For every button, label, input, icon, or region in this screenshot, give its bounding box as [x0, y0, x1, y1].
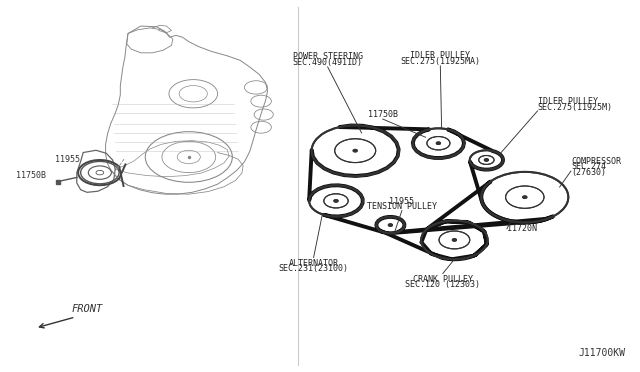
Text: 11955: 11955 — [54, 155, 80, 164]
Circle shape — [436, 142, 440, 144]
Text: POWER STEERING: POWER STEERING — [292, 52, 363, 61]
Circle shape — [452, 239, 456, 241]
Text: SEC.490(4911D): SEC.490(4911D) — [292, 58, 363, 67]
Text: 11955: 11955 — [389, 198, 415, 206]
Text: CRANK PULLEY: CRANK PULLEY — [413, 275, 473, 283]
Text: IDLER PULLEY: IDLER PULLEY — [538, 97, 598, 106]
Text: SEC.275(11925MA): SEC.275(11925MA) — [401, 57, 480, 66]
Circle shape — [523, 196, 527, 198]
Circle shape — [484, 159, 488, 161]
Circle shape — [452, 239, 456, 241]
Text: SEC.120 (12303): SEC.120 (12303) — [405, 280, 481, 289]
Text: SEC.231(23100): SEC.231(23100) — [278, 264, 349, 273]
Text: (27630): (27630) — [571, 168, 606, 177]
Text: SEC.275(11925M): SEC.275(11925M) — [538, 103, 612, 112]
Text: FRONT: FRONT — [72, 304, 103, 314]
Circle shape — [334, 200, 338, 202]
Circle shape — [388, 224, 392, 226]
Circle shape — [353, 150, 357, 152]
Text: COMPRESSOR: COMPRESSOR — [571, 157, 621, 166]
Text: SEC.274: SEC.274 — [571, 162, 606, 171]
Circle shape — [523, 196, 527, 198]
Circle shape — [353, 150, 357, 152]
Circle shape — [388, 224, 392, 226]
Circle shape — [436, 142, 440, 144]
Text: 11750B: 11750B — [16, 171, 45, 180]
Circle shape — [484, 159, 488, 161]
Text: 11750B: 11750B — [368, 110, 397, 119]
Text: TENSION PULLEY: TENSION PULLEY — [367, 202, 437, 211]
Text: ALTERNATOR: ALTERNATOR — [289, 259, 339, 267]
Text: 11720N: 11720N — [507, 224, 537, 233]
Text: J11700KW: J11700KW — [579, 348, 626, 358]
Text: IDLER PULLEY: IDLER PULLEY — [410, 51, 470, 60]
Circle shape — [334, 200, 338, 202]
